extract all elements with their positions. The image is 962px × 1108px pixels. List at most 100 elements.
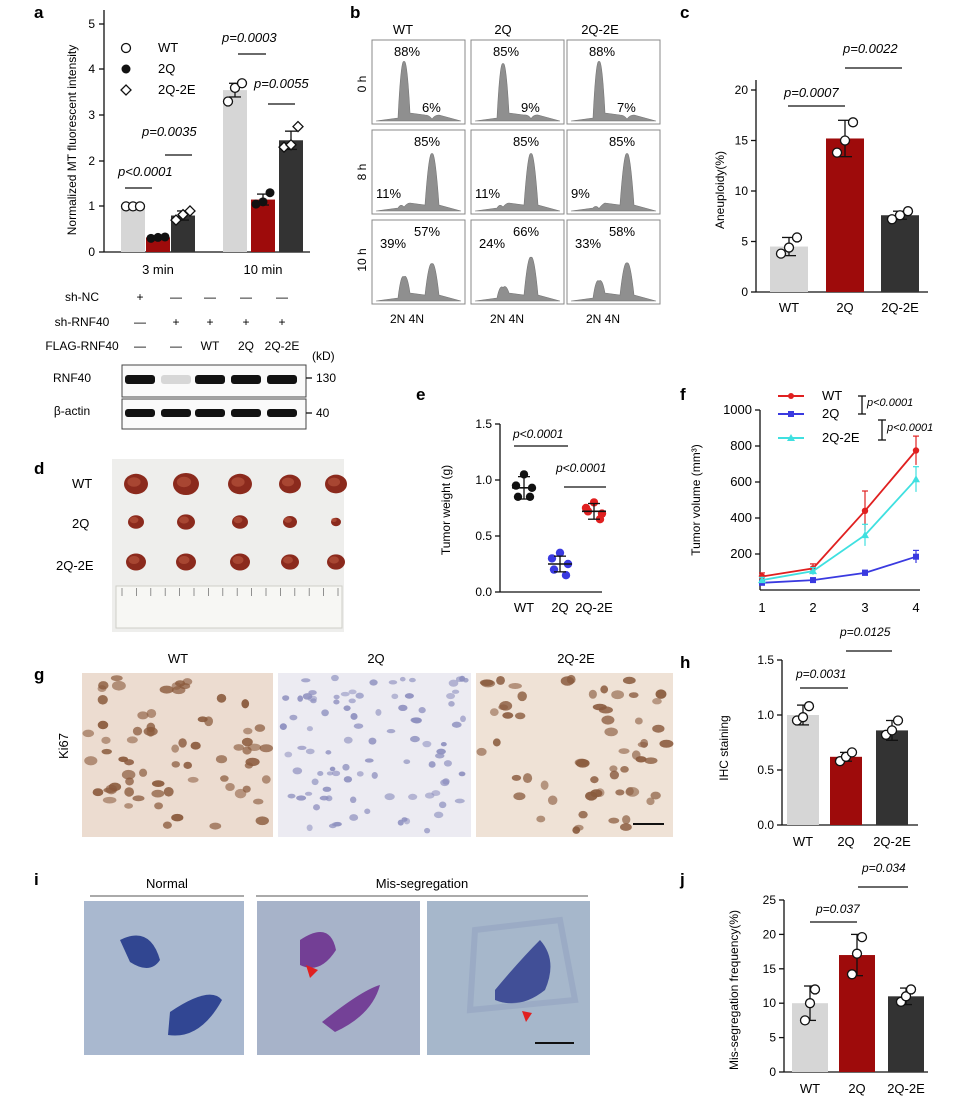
xtick-label: 1 [758, 600, 765, 615]
data-point [146, 233, 156, 243]
p-value: p<0.0001 [555, 461, 606, 475]
panel-g: g WT 2Q 2Q-2E Ki67 [34, 651, 674, 837]
bar [223, 90, 247, 253]
panel-j-label: j [679, 870, 685, 889]
data-point [265, 188, 275, 198]
band-rnf40 [231, 375, 261, 384]
cell-nucleus [179, 683, 191, 690]
blot-cell: — [170, 290, 182, 304]
blot-kd: (kD) [312, 349, 335, 363]
cell-nucleus [622, 676, 636, 685]
xtick-label: 2Q-2E [575, 600, 613, 615]
panel-b: b WT 2Q 2Q-2E 0 h 8 h 10 h 88%6%85%9%88%… [350, 3, 661, 326]
ytick-label: 5 [769, 1031, 776, 1045]
panel-h-label: h [680, 653, 690, 672]
col-header: WT [168, 651, 188, 666]
cell-nucleus [356, 771, 364, 777]
points [511, 470, 607, 580]
percent-4n: 85% [609, 134, 635, 149]
yticks: 0 5 10 15 20 25 [763, 893, 784, 1079]
tumor-highlight [327, 477, 341, 487]
xtick-label: 3 [861, 600, 868, 615]
xtick-label: 2Q-2E [887, 1081, 925, 1096]
cell-nucleus [97, 685, 107, 692]
tumor-highlight [233, 516, 243, 524]
arrow-icon [522, 1011, 532, 1022]
cell-nucleus [143, 726, 158, 736]
col-header: 2Q-2E [581, 22, 619, 37]
cell-nucleus [225, 782, 235, 792]
ytick-label: 10 [763, 996, 777, 1010]
ytick-label: 400 [730, 510, 752, 525]
xtick-label: 2 [809, 600, 816, 615]
tumor-highlight [129, 516, 139, 524]
cell-nucleus [317, 771, 324, 777]
cell-nucleus [321, 709, 329, 717]
blot-cell: + [206, 315, 213, 329]
bar [881, 215, 919, 292]
cell-nucleus [322, 786, 332, 792]
data-point [251, 199, 261, 209]
cell-nucleus [428, 761, 436, 768]
cell-nucleus [371, 771, 378, 779]
percent-2n: 88% [589, 44, 615, 59]
ytick-label: 3 [88, 108, 95, 122]
cell-nucleus [124, 803, 134, 809]
ytick-label: 2 [88, 154, 95, 168]
data-point [886, 214, 898, 225]
ytick-label: 1000 [723, 402, 752, 417]
cell-nucleus [348, 698, 356, 704]
cell-nucleus [311, 778, 319, 786]
bars [787, 701, 908, 825]
flow-plot-frame [566, 39, 661, 125]
chromosome-art [120, 916, 579, 1036]
chromosome-mass [495, 940, 551, 1004]
cell-nucleus [124, 787, 134, 797]
chromosome-mass [322, 985, 380, 1032]
panel-f-ylabel: Tumor volume (mm³) [689, 444, 703, 556]
cell-nucleus [292, 767, 303, 775]
percent-2n: 85% [493, 44, 519, 59]
ytick-label: 5 [88, 17, 95, 31]
cell-nucleus [243, 727, 253, 735]
series-line [761, 449, 917, 578]
ytick-label: 1.0 [475, 473, 492, 487]
cell-nucleus [480, 679, 496, 688]
cell-nucleus [343, 705, 351, 712]
legend-marker-2q [788, 411, 794, 417]
cell-nucleus [652, 724, 665, 733]
data-point [804, 998, 816, 1009]
cell-nucleus [121, 769, 136, 780]
data-point [894, 210, 906, 221]
cell-nucleus [611, 690, 625, 700]
panel-a-blot: sh-NC sh-RNF40 FLAG-RNF40 + — — — — — + + + + — — WT… [45, 290, 336, 430]
cell-nucleus [404, 693, 414, 699]
cell-nucleus [646, 797, 655, 806]
cell-nucleus [659, 739, 674, 748]
band-actin [161, 409, 191, 417]
cell-nucleus [499, 701, 513, 711]
cell-nucleus [287, 793, 296, 799]
data-point [561, 571, 571, 580]
data-point [861, 531, 869, 539]
cell-nucleus [84, 756, 98, 766]
cell-nucleus [328, 823, 337, 829]
cell-nucleus [234, 788, 247, 799]
band-rnf40 [161, 375, 191, 384]
data-point [912, 475, 920, 483]
cell-nucleus [190, 741, 201, 750]
panel-f-label: f [680, 385, 686, 404]
legend-marker-2q [121, 64, 131, 74]
cell-nucleus [590, 789, 603, 798]
cell-nucleus [364, 808, 371, 815]
cell-nucleus [574, 824, 584, 831]
cell-nucleus [609, 765, 618, 773]
cell-nucleus [178, 738, 187, 748]
percent-2n: 11% [475, 186, 500, 201]
panel-h: h IHC staining 0.00.51.01.5 WT 2Q 2Q-2E … [680, 625, 918, 849]
flow-histogram [474, 153, 561, 212]
cell-nucleus [254, 724, 266, 732]
cell-nucleus [306, 726, 313, 732]
xtick-label: 2Q-2E [873, 834, 911, 849]
panel-a-bars [120, 78, 304, 253]
